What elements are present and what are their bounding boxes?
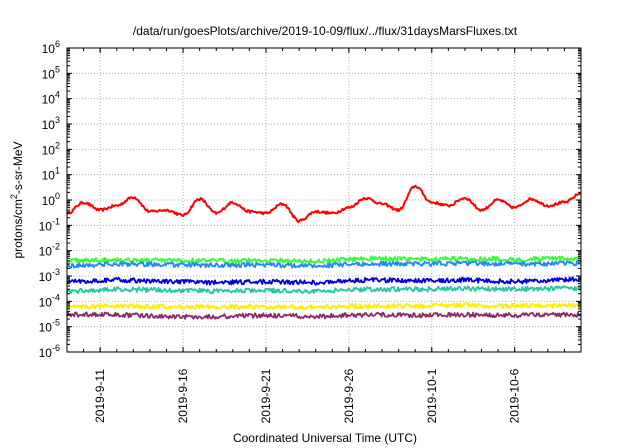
- series-line-4: [66, 285, 582, 295]
- x-tick-label: 2019-9-16: [176, 368, 190, 423]
- y-axis-title-suffix: -s-sr-MeV: [11, 141, 25, 194]
- x-axis-ticks: 2019-9-11 2019-9-16 2019-9-21 2019-9-26 2019…: [66, 48, 582, 423]
- y-tick-label: 10-4: [39, 292, 60, 309]
- y-tick-label: 10-2: [39, 242, 60, 259]
- x-tick-label: 2019-10-6: [508, 368, 522, 423]
- series-line-3: [66, 276, 582, 286]
- y-axis-ticks: 10-6 10-5 10-4 10-3 10-2 10-1 100 101 102 103 104 1…: [39, 39, 581, 360]
- y-tick-label: 100: [42, 191, 60, 208]
- x-tick-label: 2019-10-1: [425, 368, 439, 423]
- series-line-6: [66, 311, 582, 320]
- y-tick-label: 103: [42, 115, 60, 132]
- x-axis-title: Coordinated Universal Time (UTC): [233, 431, 417, 445]
- x-tick-label: 2019-9-21: [259, 368, 273, 423]
- x-tick-label: 2019-9-26: [342, 368, 356, 423]
- y-tick-label: 104: [42, 90, 60, 107]
- y-axis-title-prefix: protons/cm: [11, 199, 25, 258]
- y-tick-label: 10-1: [39, 216, 60, 233]
- y-tick-label: 10-3: [39, 267, 60, 284]
- y-axis-title: protons/cm2-s-sr-MeV: [9, 141, 25, 258]
- y-tick-label: 101: [42, 166, 60, 183]
- y-tick-label: 10-6: [39, 343, 60, 360]
- y-tick-label: 106: [42, 39, 60, 56]
- y-tick-label: 105: [42, 64, 60, 81]
- y-tick-label: 10-5: [39, 318, 60, 335]
- x-tick-label: 2019-9-11: [93, 369, 107, 423]
- series-line-2: [66, 260, 582, 269]
- y-axis-title-sup: 2: [9, 194, 19, 199]
- series-line-0: [66, 184, 582, 223]
- series-line-5: [66, 302, 582, 311]
- series-line-1: [66, 255, 582, 265]
- y-tick-label: 102: [42, 140, 60, 157]
- series-lines: [66, 184, 582, 320]
- chart-title: /data/run/goesPlots/archive/2019-10-09/f…: [133, 24, 518, 38]
